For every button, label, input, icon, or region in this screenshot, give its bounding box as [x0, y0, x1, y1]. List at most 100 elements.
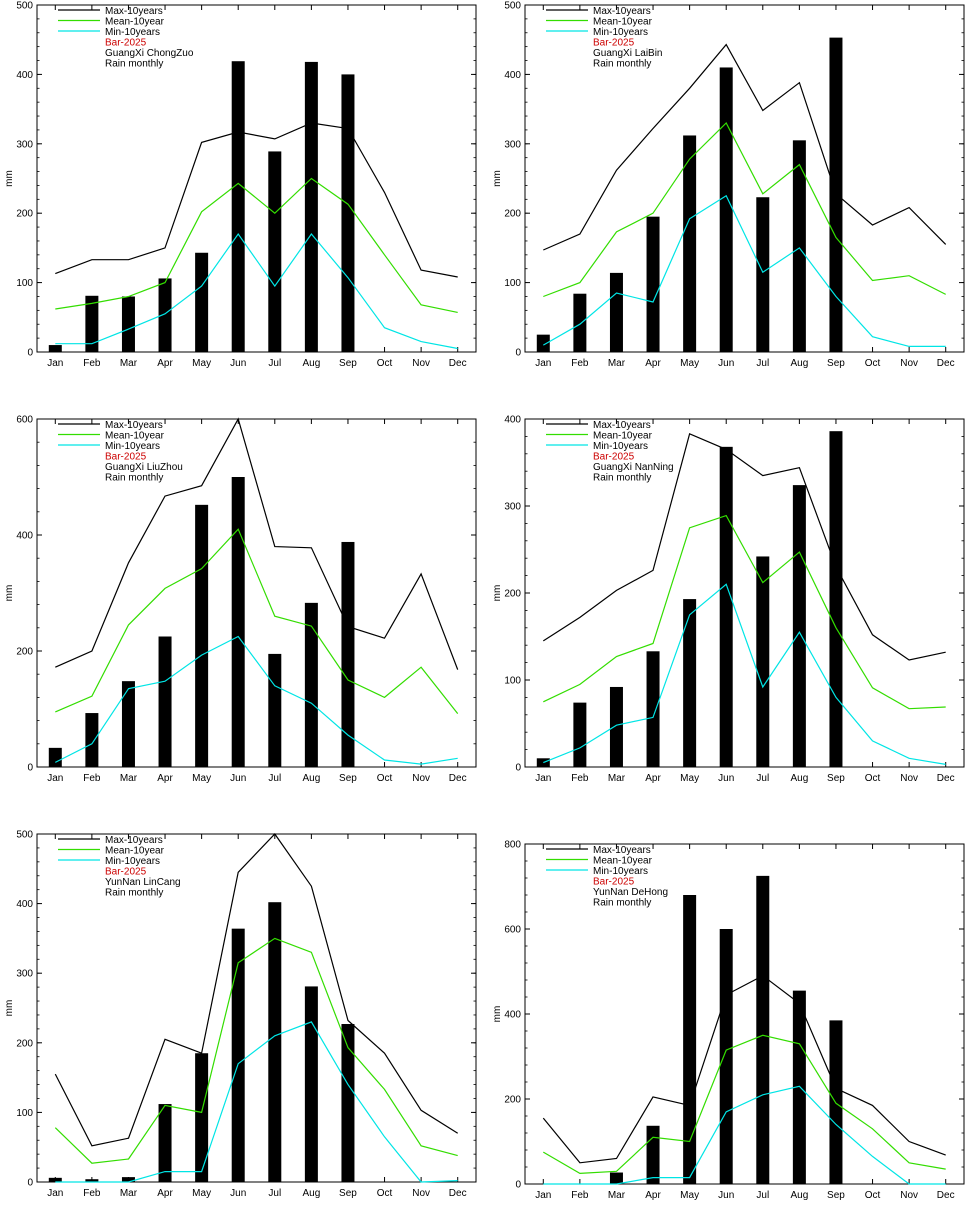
- legend-subtitle: Rain monthly: [593, 59, 651, 70]
- x-tick-label: Dec: [937, 358, 955, 369]
- x-tick-label: Jul: [756, 773, 769, 784]
- x-tick-label: Aug: [302, 773, 320, 784]
- x-tick-label: Jun: [230, 773, 246, 784]
- x-tick-label: Sep: [339, 358, 357, 369]
- y-tick-label: 0: [27, 348, 33, 359]
- x-tick-label: Aug: [790, 773, 808, 784]
- bar-2025-apr: [158, 636, 172, 767]
- bar-2025-mar: [609, 1172, 623, 1184]
- bar-2025-sep: [829, 37, 843, 352]
- x-tick-label: Nov: [412, 773, 430, 784]
- y-tick-label: 0: [515, 1180, 521, 1191]
- bar-2025-apr: [646, 1125, 660, 1184]
- x-tick-label: Oct: [865, 773, 881, 784]
- x-tick-label: May: [192, 773, 211, 784]
- legend-station: GuangXi LiuZhou: [105, 462, 183, 473]
- bar-2025-jun: [719, 446, 733, 767]
- legend-label-2: Min-10years: [593, 27, 648, 38]
- y-tick-label: 300: [16, 969, 33, 980]
- line-mean-10year: [542, 1034, 946, 1175]
- y-tick-label: 300: [504, 139, 521, 150]
- rain-chart-laibin: 0 100 200 300 400 500 Jan Feb Mar Apr May Jun Jul Aug…: [492, 1, 965, 369]
- line-min-10years: [55, 232, 458, 350]
- y-tick-label: 200: [16, 1038, 33, 1049]
- x-tick-label: Oct: [377, 358, 393, 369]
- legend-subtitle: Rain monthly: [105, 888, 163, 899]
- y-tick-label: 400: [504, 70, 521, 81]
- x-tick-label: Apr: [645, 773, 661, 784]
- bar-2025-aug: [792, 140, 806, 352]
- x-tick-label: Jan: [535, 1190, 551, 1201]
- legend-label-3: Bar-2025: [105, 867, 147, 878]
- y-axis-label: mm: [4, 1000, 15, 1017]
- bar-2025-mar: [609, 272, 623, 352]
- x-tick-label: Jul: [268, 773, 281, 784]
- plot-frame: [36, 4, 477, 353]
- line-mean-10year: [543, 514, 946, 710]
- x-tick-label: Jun: [230, 1188, 246, 1199]
- y-tick-label: 200: [504, 589, 521, 600]
- y-tick-label: 400: [504, 1010, 521, 1021]
- y-tick-label: 400: [16, 531, 33, 542]
- y-tick-label: 0: [27, 763, 33, 774]
- bar-2025-aug: [304, 986, 318, 1182]
- y-tick-label: 200: [16, 209, 33, 220]
- legend-label-1: Mean-10year: [593, 17, 653, 28]
- legend-label-3: Bar-2025: [593, 452, 635, 463]
- x-tick-label: May: [192, 1188, 211, 1199]
- line-max-10years: [542, 432, 946, 661]
- bar-2025-feb: [573, 702, 587, 767]
- legend-station: GuangXi ChongZuo: [105, 48, 194, 59]
- bar-2025-jun: [231, 477, 245, 767]
- bar-2025-may: [195, 504, 209, 767]
- line-max-10years: [55, 417, 459, 670]
- line-min-10years: [543, 1085, 946, 1185]
- y-tick-label: 800: [504, 840, 521, 851]
- bar-2025-jan: [536, 334, 550, 352]
- legend-subtitle: Rain monthly: [105, 473, 163, 484]
- x-tick-label: Nov: [900, 773, 918, 784]
- line-mean-10year: [55, 528, 459, 714]
- bar-2025-feb: [573, 293, 587, 352]
- legend-station: YunNan LinCang: [105, 877, 181, 888]
- bar-2025-feb: [85, 1179, 99, 1182]
- y-tick-label: 200: [504, 1095, 521, 1106]
- line-max-10years: [55, 122, 458, 278]
- bar-2025-apr: [646, 216, 660, 352]
- rain-chart-chongzuo: 0 100 200 300 400 500 Jan Feb Mar Apr May Jun Jul Aug…: [4, 1, 477, 369]
- bar-2025-feb: [85, 295, 99, 352]
- legend-label-0: Max-10years: [105, 420, 163, 431]
- x-tick-label: Feb: [83, 773, 101, 784]
- bar-2025-may: [195, 1053, 209, 1182]
- y-tick-label: 200: [16, 647, 33, 658]
- y-axis-label: mm: [4, 170, 15, 187]
- x-tick-label: Jan: [47, 773, 63, 784]
- chart-panel-dehong: 0 200 400 600 800 Jan Feb Mar Apr May Jun Jul Aug Sep…: [488, 810, 975, 1215]
- x-tick-label: Jun: [718, 1190, 734, 1201]
- x-tick-label: Sep: [827, 358, 845, 369]
- bar-2025-may: [683, 135, 697, 352]
- x-tick-label: Jun: [718, 358, 734, 369]
- x-tick-label: Jul: [268, 358, 281, 369]
- legend-subtitle: Rain monthly: [593, 473, 651, 484]
- x-tick-label: Jan: [535, 358, 551, 369]
- x-tick-label: Dec: [937, 773, 955, 784]
- bar-2025-jan: [48, 747, 62, 767]
- y-tick-label: 100: [504, 278, 521, 289]
- x-tick-label: Oct: [377, 1188, 393, 1199]
- x-tick-label: Feb: [83, 1188, 101, 1199]
- chart-panel-nanning: 0 100 200 300 400 Jan Feb Mar Apr May Jun Jul Aug Sep…: [488, 405, 975, 810]
- legend-label-1: Mean-10year: [593, 856, 653, 867]
- legend-label-2: Min-10years: [593, 441, 648, 452]
- legend-station: GuangXi NanNing: [593, 462, 674, 473]
- plot-frame: [36, 833, 477, 1183]
- chart-panel-lincang: 0 100 200 300 400 500 Jan Feb Mar Apr May Jun Jul Aug…: [0, 810, 487, 1215]
- bar-2025-aug: [792, 990, 806, 1184]
- legend-label-3: Bar-2025: [105, 38, 147, 49]
- x-tick-label: Jan: [535, 773, 551, 784]
- bar-2025-jun: [231, 61, 245, 353]
- plot-frame: [524, 843, 965, 1185]
- bar-2025-jul: [268, 902, 282, 1182]
- bar-2025-sep: [341, 1024, 355, 1182]
- x-tick-label: Oct: [865, 358, 881, 369]
